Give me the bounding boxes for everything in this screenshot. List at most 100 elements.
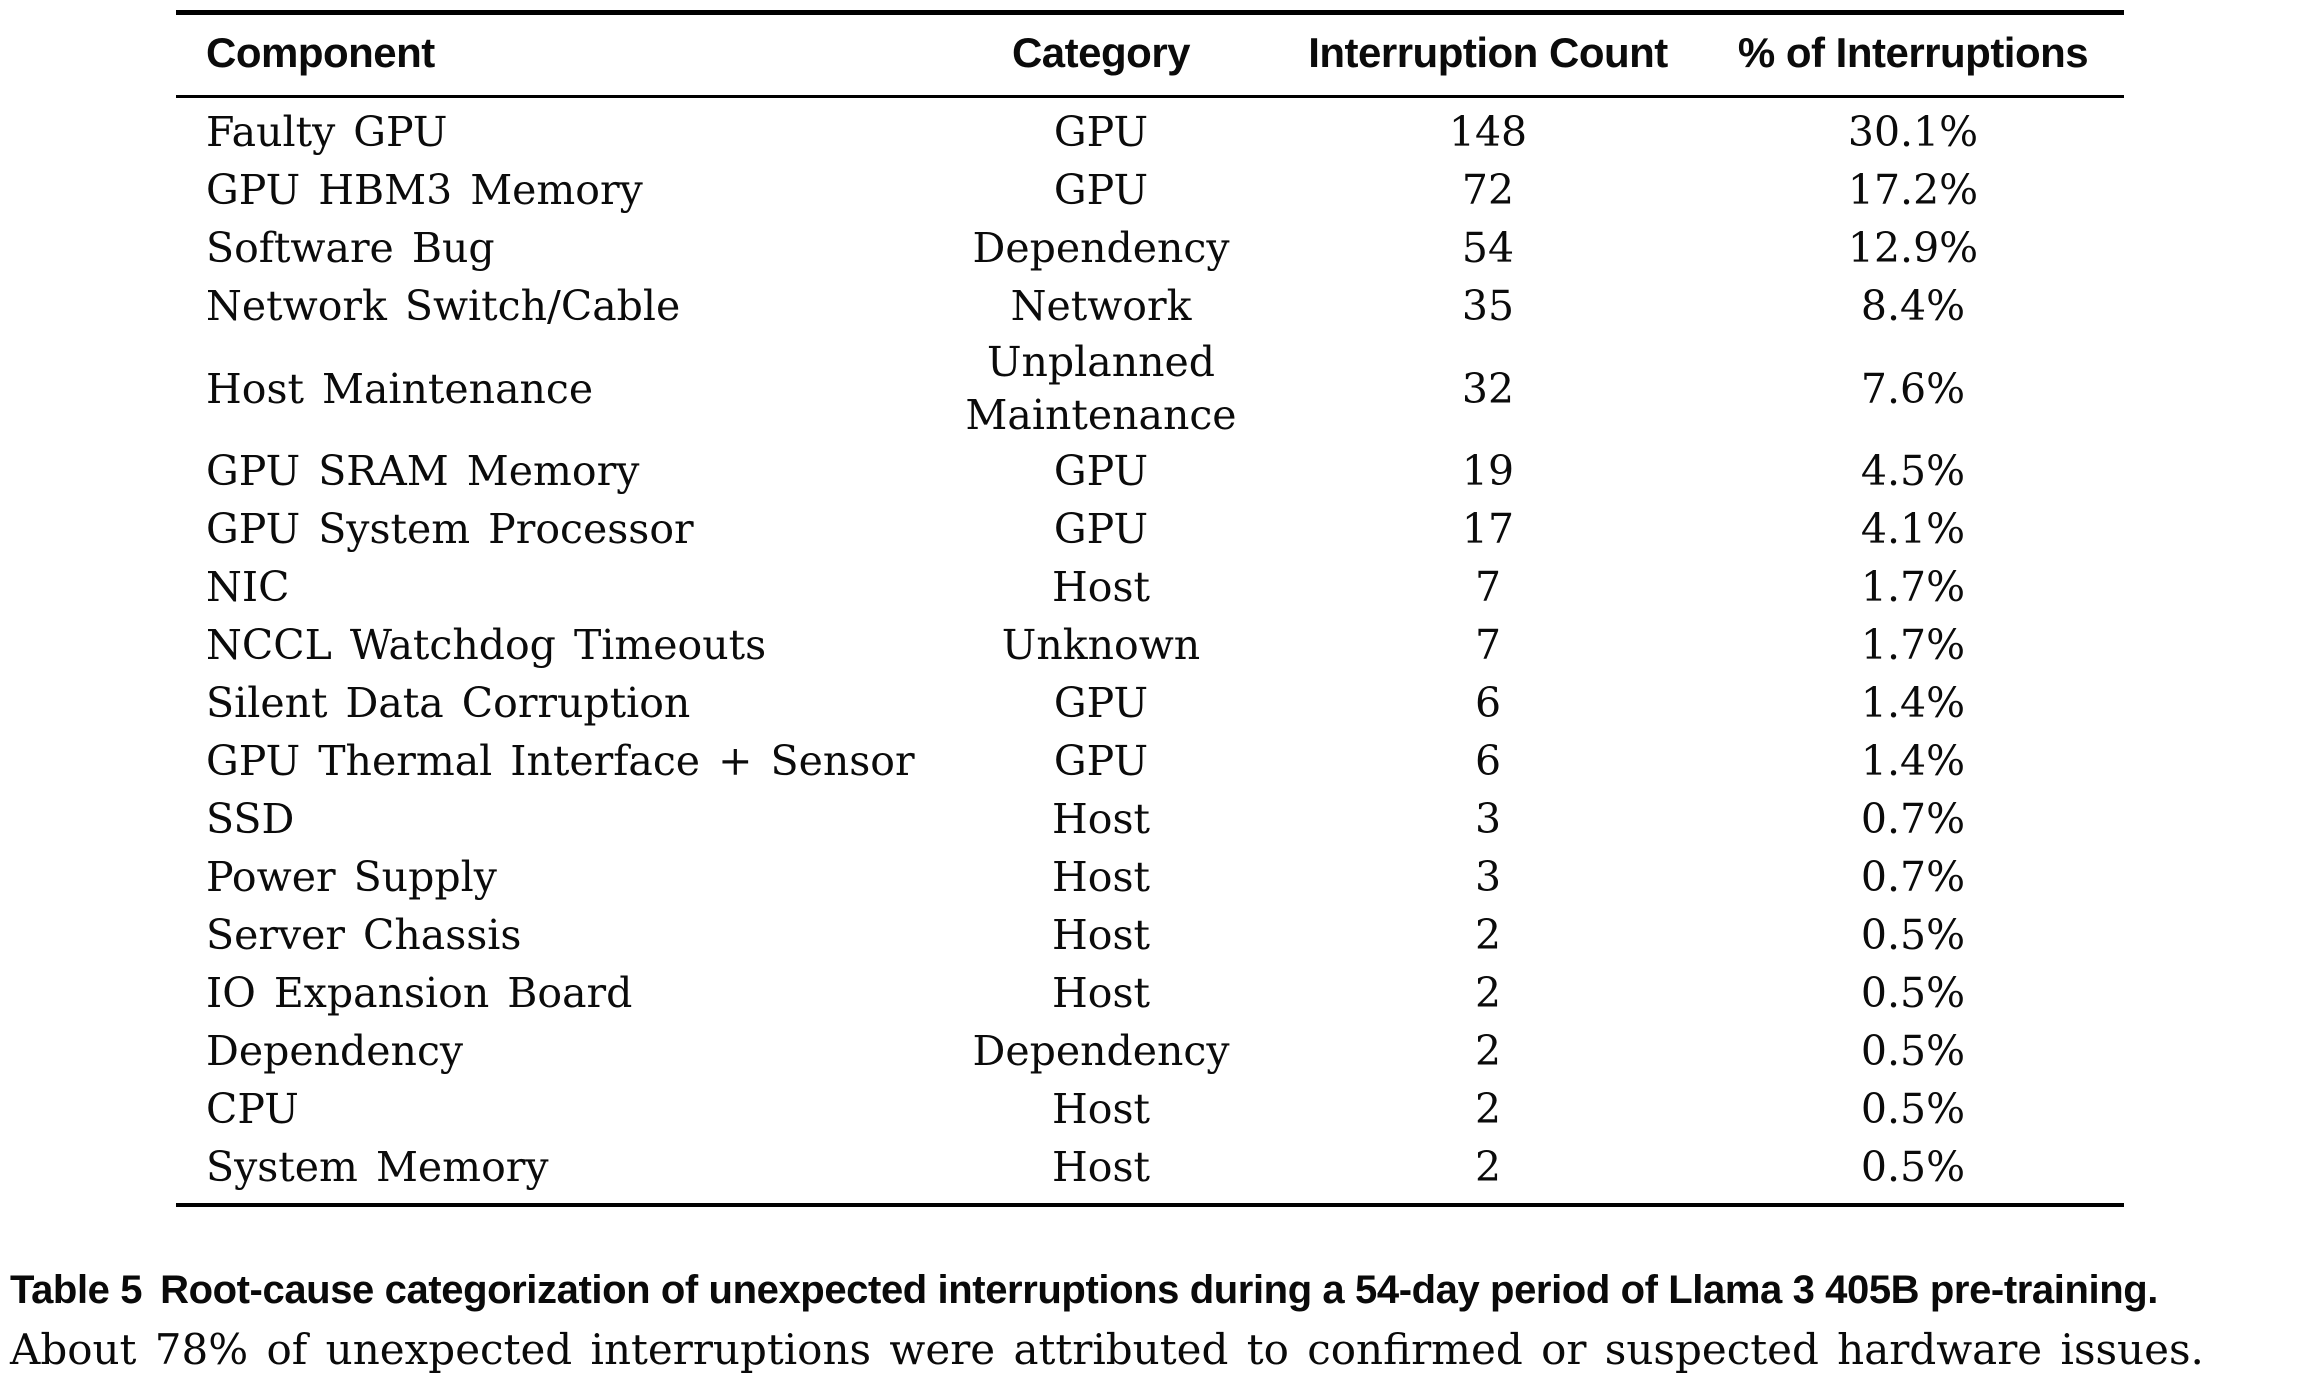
cell-category: GPU xyxy=(1053,446,1149,495)
cell-category: Host xyxy=(1052,794,1150,843)
cell-category: GPU xyxy=(1053,166,1149,215)
cell-category: Dependency xyxy=(972,224,1230,273)
cell-component: IO Expansion Board xyxy=(206,968,633,1017)
cell-component: GPU System Processor xyxy=(206,504,694,553)
cell-pct-of-interruptions: 0.7% xyxy=(1860,794,1966,843)
cell-component: CPU xyxy=(206,1084,299,1133)
cell-category: GPU xyxy=(1053,736,1149,785)
cell-pct-of-interruptions: 1.4% xyxy=(1860,736,1966,785)
cell-category: Host xyxy=(1052,1142,1150,1191)
table-row: Silent Data Corruption GPU 6 1.4% xyxy=(176,675,2124,733)
table-row: NCCL Watchdog Timeouts Unknown 7 1.7% xyxy=(176,617,2124,675)
table-row: System Memory Host 2 0.5% xyxy=(176,1139,2124,1205)
cell-component: System Memory xyxy=(206,1142,549,1191)
col-header-interruption-count: Interruption Count xyxy=(1274,12,1702,98)
cell-interruption-count: 3 xyxy=(1474,852,1502,901)
cell-pct-of-interruptions: 0.5% xyxy=(1860,1026,1966,1075)
cell-pct-of-interruptions: 0.7% xyxy=(1860,852,1966,901)
cell-component: Host Maintenance xyxy=(206,364,594,413)
cell-interruption-count: 7 xyxy=(1474,620,1502,669)
cell-pct-of-interruptions: 12.9% xyxy=(1847,224,1979,273)
caption-title: Root-cause categorization of unexpected … xyxy=(160,1268,2159,1312)
table-row: Software Bug Dependency 54 12.9% xyxy=(176,220,2124,278)
cell-component: Network Switch/Cable xyxy=(206,282,681,331)
table-body: Faulty GPU GPU 148 30.1% GPU HBM3 Memory… xyxy=(176,97,2124,1205)
cell-pct-of-interruptions: 4.5% xyxy=(1860,446,1966,495)
cell-component: Dependency xyxy=(206,1026,464,1075)
table-row: GPU Thermal Interface + Sensor GPU 6 1.4… xyxy=(176,733,2124,791)
cell-interruption-count: 2 xyxy=(1474,1142,1502,1191)
table-row: Power Supply Host 3 0.7% xyxy=(176,849,2124,907)
cell-pct-of-interruptions: 0.5% xyxy=(1860,1142,1966,1191)
cell-component: GPU SRAM Memory xyxy=(206,446,640,495)
cell-interruption-count: 6 xyxy=(1474,736,1502,785)
table-row: Server Chassis Host 2 0.5% xyxy=(176,907,2124,965)
table-row: Faulty GPU GPU 148 30.1% xyxy=(176,97,2124,163)
cell-interruption-count: 17 xyxy=(1461,504,1515,553)
cell-category: Host xyxy=(1052,1084,1150,1133)
cell-interruption-count: 35 xyxy=(1461,282,1515,331)
cell-category: Network xyxy=(1010,282,1192,331)
cell-pct-of-interruptions: 8.4% xyxy=(1860,282,1966,331)
cell-component: Power Supply xyxy=(206,852,497,901)
table-row: GPU SRAM Memory GPU 19 4.5% xyxy=(176,443,2124,501)
cell-interruption-count: 2 xyxy=(1474,1026,1502,1075)
table-row: GPU HBM3 Memory GPU 72 17.2% xyxy=(176,162,2124,220)
caption-text: About 78% of unexpected interruptions we… xyxy=(10,1325,2204,1375)
cell-component: NCCL Watchdog Timeouts xyxy=(206,620,767,669)
cell-pct-of-interruptions: 17.2% xyxy=(1847,166,1979,215)
cell-interruption-count: 2 xyxy=(1474,1084,1502,1133)
table-header: Component Category Interruption Count % … xyxy=(176,12,2124,98)
table-row: Host Maintenance Unplanned Maintenance 3… xyxy=(176,336,2124,443)
table-caption: Table 5 Root-cause categorization of unex… xyxy=(10,1258,2296,1381)
cell-pct-of-interruptions: 4.1% xyxy=(1860,504,1966,553)
cell-component: Silent Data Corruption xyxy=(206,678,691,727)
col-header-component: Component xyxy=(176,12,928,98)
cell-interruption-count: 54 xyxy=(1461,224,1515,273)
cell-component: GPU Thermal Interface + Sensor xyxy=(206,736,915,785)
cell-category: Host xyxy=(1052,562,1150,611)
cell-interruption-count: 72 xyxy=(1461,166,1515,215)
cell-interruption-count: 2 xyxy=(1474,910,1502,959)
cell-category: Host xyxy=(1052,968,1150,1017)
cell-pct-of-interruptions: 1.4% xyxy=(1860,678,1966,727)
cell-interruption-count: 3 xyxy=(1474,794,1502,843)
cell-interruption-count: 148 xyxy=(1448,108,1528,157)
cell-category: GPU xyxy=(1053,678,1149,727)
cell-component: Faulty GPU xyxy=(206,108,448,157)
interruptions-table: Component Category Interruption Count % … xyxy=(176,10,2124,1207)
cell-interruption-count: 7 xyxy=(1474,562,1502,611)
cell-component: NIC xyxy=(206,562,290,611)
cell-interruption-count: 19 xyxy=(1461,446,1515,495)
caption-label: Table 5 xyxy=(10,1268,143,1312)
cell-pct-of-interruptions: 0.5% xyxy=(1860,1084,1966,1133)
cell-component: GPU HBM3 Memory xyxy=(206,166,643,215)
table-row: NIC Host 7 1.7% xyxy=(176,559,2124,617)
col-header-category: Category xyxy=(928,12,1274,98)
table-row: Network Switch/Cable Network 35 8.4% xyxy=(176,278,2124,336)
cell-component: SSD xyxy=(206,794,295,843)
cell-pct-of-interruptions: 7.6% xyxy=(1860,364,1966,413)
cell-component: Server Chassis xyxy=(206,910,522,959)
cell-pct-of-interruptions: 30.1% xyxy=(1847,108,1979,157)
cell-category: Host xyxy=(1052,852,1150,901)
header-row: Component Category Interruption Count % … xyxy=(176,12,2124,98)
cell-component: Software Bug xyxy=(206,224,495,273)
cell-pct-of-interruptions: 0.5% xyxy=(1860,968,1966,1017)
col-header-pct-of-interruptions: % of Interruptions xyxy=(1702,12,2124,98)
cell-interruption-count: 32 xyxy=(1461,364,1515,413)
cell-pct-of-interruptions: 1.7% xyxy=(1860,562,1966,611)
cell-category: Unplanned Maintenance xyxy=(965,338,1237,440)
table-row: CPU Host 2 0.5% xyxy=(176,1081,2124,1139)
table-row: IO Expansion Board Host 2 0.5% xyxy=(176,965,2124,1023)
cell-category: Unknown xyxy=(1001,620,1201,669)
cell-interruption-count: 6 xyxy=(1474,678,1502,727)
cell-category: GPU xyxy=(1053,108,1149,157)
table-row: GPU System Processor GPU 17 4.1% xyxy=(176,501,2124,559)
cell-pct-of-interruptions: 0.5% xyxy=(1860,910,1966,959)
cell-interruption-count: 2 xyxy=(1474,968,1502,1017)
cell-pct-of-interruptions: 1.7% xyxy=(1860,620,1966,669)
cell-category: Host xyxy=(1052,910,1150,959)
cell-category: GPU xyxy=(1053,504,1149,553)
table-row: Dependency Dependency 2 0.5% xyxy=(176,1023,2124,1081)
